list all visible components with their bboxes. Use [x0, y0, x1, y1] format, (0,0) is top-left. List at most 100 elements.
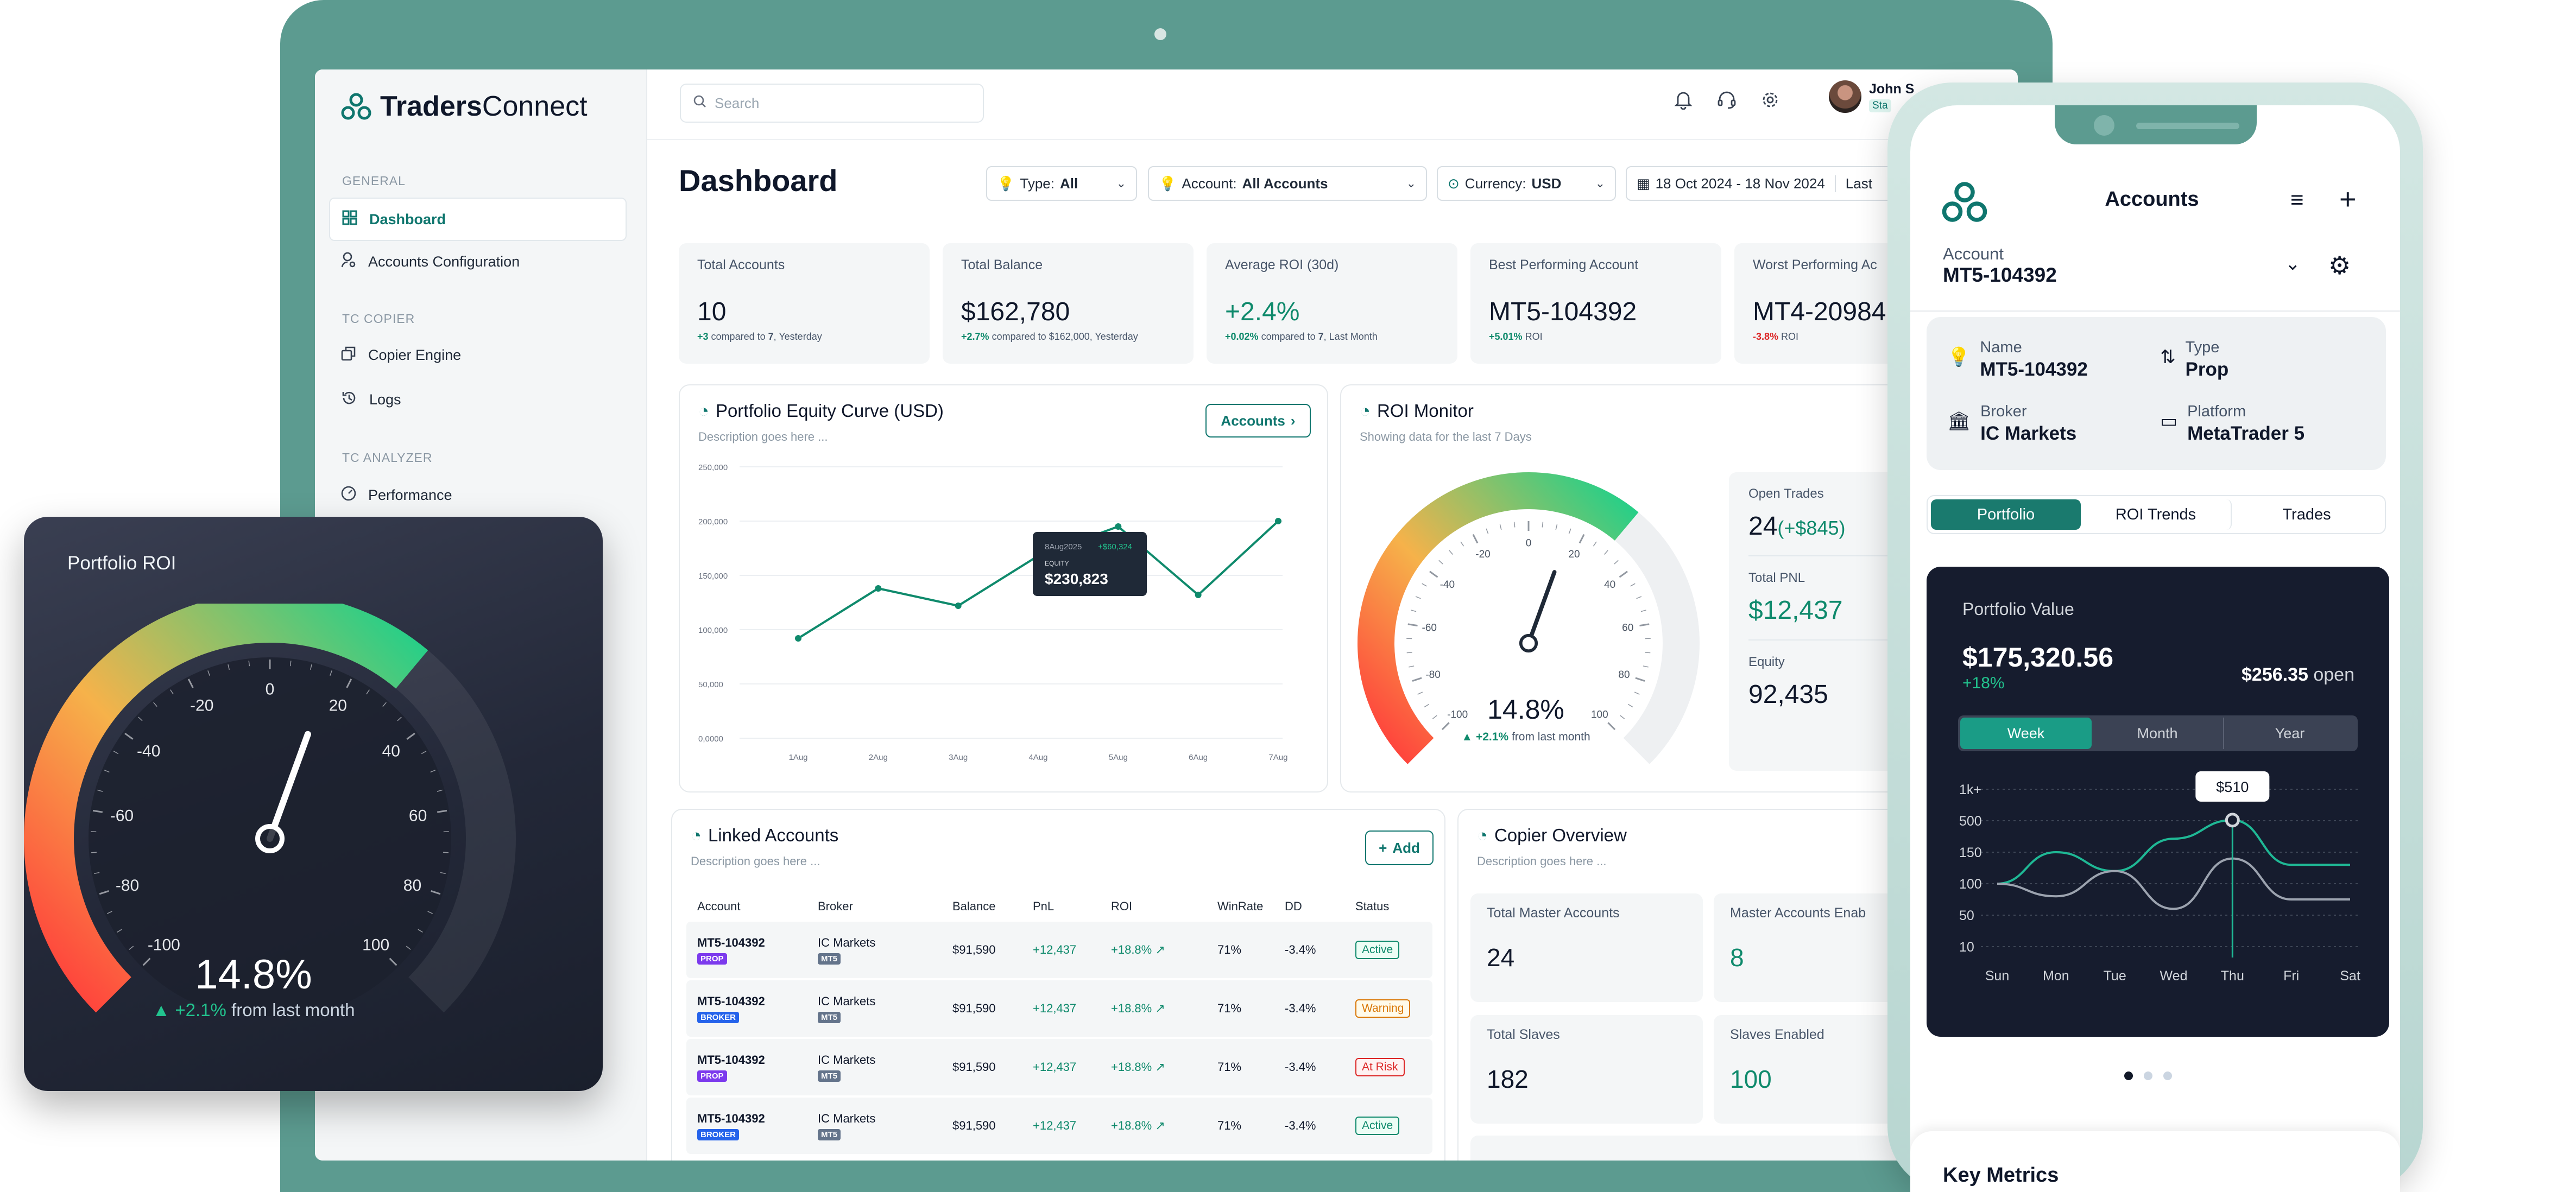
plus-icon[interactable]: + [2339, 183, 2357, 215]
account-id: MT5-104392 [697, 1111, 765, 1125]
sidebar-item-performance[interactable]: Performance [329, 473, 627, 517]
chevron-down-icon: ⌄ [1406, 176, 1416, 190]
account-id: MT5-104392 [697, 935, 765, 949]
status-badge: Active [1355, 941, 1400, 959]
tab-portfolio[interactable]: Portfolio [1931, 499, 2081, 530]
card-title: ◔ ROI Monitor [1360, 401, 1474, 421]
portfolio-roi-gauge: -100 -80 -60 -40 -20 0 20 40 60 80 100 [24, 604, 516, 1016]
plus-icon: + [1379, 839, 1387, 856]
range-month[interactable]: Month [2092, 718, 2224, 749]
brand-logo[interactable]: TradersConnect [341, 90, 588, 123]
account-select[interactable]: MT5-104392 [1943, 264, 2057, 286]
sidebar-item-logs[interactable]: Logs [329, 378, 627, 421]
type-filter[interactable]: 💡 Type: All ⌄ [986, 166, 1137, 201]
info-type: ⇅ Type Prop [2160, 339, 2229, 380]
sidebar-item-dashboard[interactable]: Dashboard [329, 198, 627, 241]
platform-tag: MT5 [818, 953, 841, 965]
linked-accounts-card: ◔ Linked Accounts Description goes here .… [671, 809, 1445, 1161]
support-icon[interactable] [1715, 88, 1739, 112]
gauge-tick [142, 958, 151, 966]
table-row[interactable]: MT5-104392 BROKER IC Markets MT5 $91,590 +… [686, 980, 1432, 1037]
broker-name: IC Markets [818, 994, 876, 1008]
copy-icon [341, 346, 356, 365]
kpi-sub: +0.02% compared to 7, Last Month [1225, 331, 1378, 342]
gauge-tick [124, 732, 134, 740]
search-input[interactable]: Search [680, 84, 984, 123]
gauge-tick [406, 732, 415, 740]
gauge-tick [430, 770, 436, 773]
y-tick-label: 1k+ [1959, 782, 1981, 797]
gauge-tick-label: 40 [1604, 579, 1615, 591]
column-header[interactable]: Account [697, 899, 741, 913]
gauge-hub [255, 824, 285, 853]
filter-value: All Accounts [1242, 175, 1328, 192]
account-id: MT5-104392 [697, 1052, 765, 1067]
gauge-tick [1640, 610, 1646, 612]
data-point [795, 635, 801, 642]
kpi-value: MT4-20984 [1753, 297, 1886, 326]
gauge-tick [1432, 715, 1437, 719]
column-header[interactable]: PnL [1033, 899, 1055, 913]
calendar-icon: ▦ [1637, 175, 1650, 192]
gauge-tick [1643, 665, 1649, 668]
gauge-tick [1639, 623, 1650, 627]
range-week[interactable]: Week [1960, 718, 2092, 749]
range-year[interactable]: Year [2275, 725, 2305, 741]
x-tick-label: 1Aug [788, 753, 807, 762]
accounts-button[interactable]: Accounts › [1205, 404, 1311, 438]
gauge-tick-label: 60 [409, 807, 427, 825]
gauge-tick [440, 872, 446, 874]
portfolio-week-chart: 1k+ 500 150 100 50 10 Sun Mon Tue Wed Thu Fri Sat $51… [1959, 771, 2361, 984]
filter-icon[interactable]: ≡ [2290, 187, 2304, 212]
gauge-tick-label: -20 [190, 697, 213, 715]
currency-filter[interactable]: ⊙ Currency: USD ⌄ [1437, 166, 1616, 201]
kpi-sub: -3.8% ROI [1753, 331, 1799, 342]
user-status-badge: Sta [1869, 99, 1891, 112]
column-header[interactable]: Balance [952, 899, 996, 913]
pager-dots[interactable] [2124, 1071, 2172, 1080]
bell-icon[interactable] [1671, 88, 1695, 112]
user-menu[interactable]: John S Sta [1829, 80, 1914, 113]
series-line [1997, 857, 2350, 910]
tooltip-label: EQUITY [1045, 560, 1069, 567]
tab-roi-trends[interactable]: ROI Trends [2081, 499, 2232, 530]
page-title: Dashboard [679, 163, 838, 198]
gear-icon[interactable]: ⚙ [2328, 251, 2351, 280]
column-header[interactable]: Broker [818, 899, 853, 913]
table-row[interactable]: MT5-104392 PROP IC Markets MT5 $91,590 +12… [686, 1039, 1432, 1095]
date-range-filter[interactable]: ▦ 18 Oct 2024 - 18 Nov 2024 Last [1626, 166, 2018, 201]
kpi-value: 10 [697, 297, 727, 326]
add-account-button[interactable]: + Add [1365, 830, 1434, 865]
gauge-tick-label: 20 [1568, 549, 1580, 560]
y-tick-label: 200,000 [698, 517, 728, 527]
tab-trades[interactable]: Trades [2282, 505, 2331, 523]
portfolio-value-card: Portfolio Value $175,320.56 +18% $256.35… [1927, 567, 2389, 1037]
card-desc: Description goes here ... [698, 430, 828, 443]
sidebar-item-copier-engine[interactable]: Copier Engine [329, 333, 627, 377]
tooltip-box [1033, 532, 1147, 596]
column-header[interactable]: ROI [1111, 899, 1133, 913]
table-row[interactable]: MT5-104392 PROP IC Markets MT5 $91,590 +12… [686, 922, 1432, 978]
chevron-down-icon[interactable]: ⌄ [2285, 253, 2301, 274]
gauge-tick [117, 929, 122, 933]
gauge-needle [1526, 570, 1557, 645]
card-desc: Description goes here ... [691, 854, 820, 868]
column-header[interactable]: WinRate [1217, 899, 1264, 913]
drawdown-cell: -3.4% [1285, 1001, 1316, 1015]
sidebar-item-accounts-configuration[interactable]: Accounts Configuration [329, 240, 627, 283]
gauge-tick [1429, 570, 1438, 578]
kpi-value: +2.4% [1225, 297, 1300, 326]
account-filter[interactable]: 💡 Account: All Accounts ⌄ [1148, 166, 1427, 201]
gauge-fill [24, 604, 428, 1013]
gauge-tick-label: -100 [1447, 709, 1468, 720]
column-header[interactable]: Status [1355, 899, 1390, 913]
logo-icon [1942, 182, 1987, 222]
filter-label: Currency: [1464, 175, 1526, 192]
table-row[interactable]: MT5-104392 BROKER IC Markets MT5 $91,590 +… [686, 1098, 1432, 1154]
gauge-tick [1568, 528, 1571, 534]
gear-icon[interactable] [1758, 88, 1782, 112]
data-point [875, 585, 882, 592]
sort-icon: ⇅ [2160, 347, 2176, 367]
column-header[interactable]: DD [1285, 899, 1302, 913]
gauge-tick [1407, 623, 1418, 627]
